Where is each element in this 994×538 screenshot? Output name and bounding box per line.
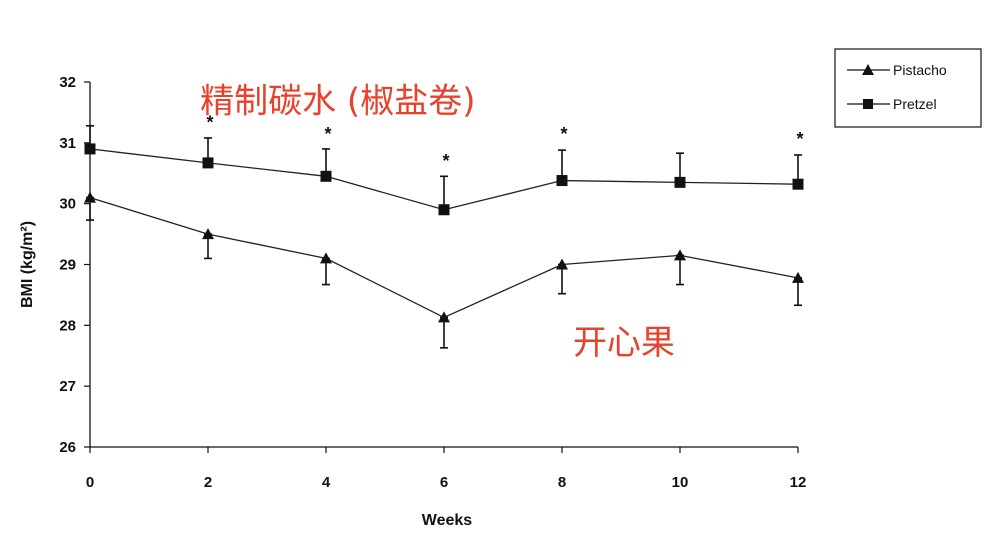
point-pretzel xyxy=(320,170,332,182)
legend-marker-triangle xyxy=(862,64,874,75)
point-pistacho xyxy=(84,191,96,203)
significance-star: * xyxy=(560,124,567,144)
legend: Pistacho Pretzel xyxy=(834,48,982,128)
annotation-pistachio: 开心果 xyxy=(573,323,675,363)
point-pistacho xyxy=(320,252,332,264)
x-tick-label: 10 xyxy=(672,474,689,491)
axes: 26 27 28 29 30 31 32 0 2 4 6 8 10 12 Weeks BMI (kg/m²) xyxy=(19,74,806,529)
point-pretzel xyxy=(556,175,568,187)
markers xyxy=(84,143,804,323)
y-tick-label: 30 xyxy=(59,196,76,213)
y-tick-label: 28 xyxy=(59,317,76,334)
x-tick-label: 6 xyxy=(440,474,448,491)
x-tick-label: 2 xyxy=(204,474,212,491)
significance-star: * xyxy=(324,124,331,144)
significance-star: * xyxy=(796,129,803,149)
point-pretzel xyxy=(438,204,450,216)
x-tick-label: 0 xyxy=(86,474,94,491)
legend-marker-square xyxy=(863,99,873,109)
point-pistacho xyxy=(202,228,214,240)
x-axis-title: Weeks xyxy=(422,512,473,529)
point-pistacho xyxy=(792,271,804,283)
point-pistacho xyxy=(556,258,568,270)
annotation-pretzel: 精制碳水 (椒盐卷) xyxy=(200,81,475,121)
x-tick-label: 12 xyxy=(790,474,807,491)
series-lines xyxy=(89,148,799,319)
y-tick-label: 29 xyxy=(59,257,76,274)
x-tick-label: 4 xyxy=(322,474,331,491)
y-tick-label: 27 xyxy=(59,378,76,395)
point-pistacho xyxy=(438,311,450,323)
point-pretzel xyxy=(674,176,686,188)
y-tick-label: 26 xyxy=(59,439,76,456)
y-tick-label: 31 xyxy=(59,135,76,152)
series-line-pistacho xyxy=(89,196,799,319)
significance-markers: * * * * * xyxy=(206,113,803,171)
y-axis-title: BMI (kg/m²) xyxy=(19,221,36,308)
point-pretzel xyxy=(202,157,214,169)
y-tick-label: 32 xyxy=(59,74,76,91)
point-pretzel xyxy=(792,178,804,190)
legend-box xyxy=(834,48,982,128)
x-tick-label: 8 xyxy=(558,474,566,491)
legend-label-pistacho: Pistacho xyxy=(893,62,947,78)
point-pretzel xyxy=(84,143,96,155)
point-pistacho xyxy=(674,249,686,261)
annotations: 精制碳水 (椒盐卷) 开心果 xyxy=(200,81,675,363)
significance-star: * xyxy=(442,151,449,171)
legend-label-pretzel: Pretzel xyxy=(893,96,937,112)
significance-star: * xyxy=(206,113,213,133)
